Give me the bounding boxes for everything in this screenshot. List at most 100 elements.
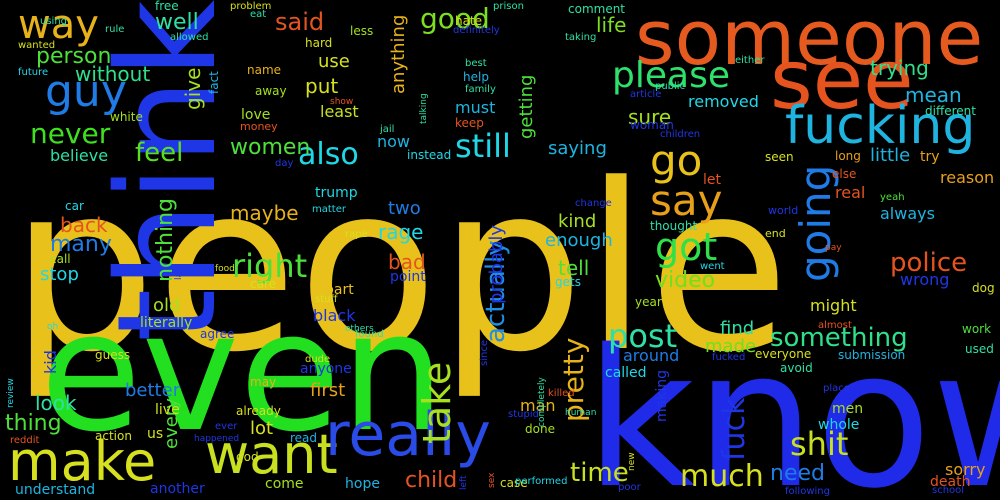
- word-work: work: [962, 322, 992, 336]
- word-try: try: [920, 149, 940, 165]
- word-may: may: [250, 375, 277, 389]
- word-police: police: [890, 248, 968, 278]
- word-see: see: [770, 33, 914, 128]
- word-dude: dude: [305, 354, 331, 365]
- word-make: make: [8, 430, 157, 493]
- word-say: say: [650, 176, 723, 225]
- word-left: left: [459, 475, 469, 490]
- word-without: without: [75, 62, 151, 86]
- word-something: something: [770, 323, 908, 353]
- word-still: still: [455, 127, 511, 165]
- word-used: used: [965, 342, 994, 356]
- word-rape: rape: [345, 229, 368, 240]
- word-around: around: [623, 346, 680, 365]
- word-place: place: [823, 383, 850, 394]
- word-law: law: [174, 264, 184, 280]
- word-now: now: [377, 132, 411, 151]
- word-let: let: [703, 172, 721, 188]
- word-saying: saying: [548, 138, 607, 159]
- word-making: making: [654, 370, 670, 422]
- word-removed: removed: [688, 92, 759, 111]
- word-oh: oh: [47, 322, 59, 332]
- word-completely: completely: [537, 377, 547, 427]
- word-killed: killed: [548, 388, 575, 399]
- word-fact: fact: [207, 71, 221, 94]
- word-literally: literally: [140, 315, 193, 331]
- word-dog: dog: [972, 281, 995, 295]
- word-review: review: [6, 378, 16, 408]
- word-maybe: maybe: [230, 201, 299, 225]
- word-world: world: [768, 204, 799, 217]
- word-hate: hate: [455, 14, 483, 28]
- word-ever: ever: [215, 421, 238, 432]
- word-lot: lot: [250, 418, 274, 439]
- word-two: two: [388, 198, 421, 219]
- word-post: post: [608, 317, 678, 355]
- word-video: video: [655, 268, 716, 293]
- word-everyone: everyone: [755, 347, 812, 361]
- word-many: many: [50, 232, 112, 257]
- word-mean: mean: [905, 83, 962, 107]
- word-eat: eat: [250, 9, 267, 20]
- word-go: go: [650, 136, 703, 185]
- word-first: first: [310, 380, 346, 401]
- word-done: done: [525, 422, 555, 436]
- word-avoid: avoid: [780, 361, 813, 375]
- word-call: call: [50, 252, 71, 266]
- word-comment: comment: [568, 2, 626, 16]
- word-fucking: fucking: [785, 96, 976, 156]
- word-car: car: [65, 199, 84, 213]
- word-much: much: [680, 459, 764, 494]
- word-rage: rage: [378, 220, 424, 244]
- word-problem: problem: [230, 1, 272, 12]
- word-happened: happened: [194, 434, 240, 444]
- word-future: future: [18, 67, 49, 78]
- word-wrong: wrong: [900, 270, 950, 289]
- word-god: god: [236, 450, 259, 464]
- word-jail: jail: [380, 124, 395, 135]
- word-kind: kind: [558, 211, 597, 232]
- word-yeah: yeah: [880, 192, 905, 203]
- word-long: long: [835, 149, 861, 163]
- word-believe: believe: [50, 146, 109, 165]
- word-name: name: [247, 63, 282, 77]
- word-human: human: [565, 408, 597, 418]
- word-thing: thing: [5, 411, 62, 436]
- word-child: child: [405, 468, 458, 493]
- word-got: got: [655, 225, 718, 269]
- word-feel: feel: [135, 138, 184, 168]
- word-back: back: [60, 213, 108, 237]
- word-people: people: [10, 136, 790, 403]
- word-thought: thought: [650, 219, 698, 233]
- word-gets: gets: [555, 275, 581, 289]
- word-come: come: [265, 476, 304, 492]
- word-anyone: anyone: [300, 361, 352, 377]
- word-really: really: [325, 400, 491, 470]
- word-went: went: [700, 261, 725, 272]
- word-guy: guy: [45, 66, 127, 117]
- word-trump: trump: [315, 185, 358, 201]
- word-must: must: [455, 98, 496, 117]
- word-someone: someone: [635, 0, 984, 82]
- word-rule: rule: [105, 24, 125, 35]
- word-understand: understand: [15, 482, 96, 498]
- word-look: look: [35, 391, 77, 415]
- word-want: want: [205, 423, 338, 486]
- word-know: know: [585, 309, 1000, 500]
- word-talking: talking: [419, 93, 429, 124]
- word-change: change: [575, 198, 612, 209]
- word-man: man: [520, 396, 556, 415]
- word-reason: reason: [940, 168, 995, 187]
- word-right: right: [232, 247, 308, 285]
- word-person: person: [36, 44, 112, 69]
- word-real: real: [835, 183, 866, 202]
- word-agree: agree: [200, 327, 235, 341]
- word-probably: probably: [486, 225, 507, 304]
- word-food: food: [215, 264, 235, 274]
- word-men: men: [832, 401, 864, 417]
- word-prison: prison: [493, 1, 524, 12]
- word-help: help: [463, 70, 489, 84]
- word-part: part: [325, 282, 354, 298]
- word-trying: trying: [870, 56, 929, 80]
- word-free: free: [155, 0, 179, 13]
